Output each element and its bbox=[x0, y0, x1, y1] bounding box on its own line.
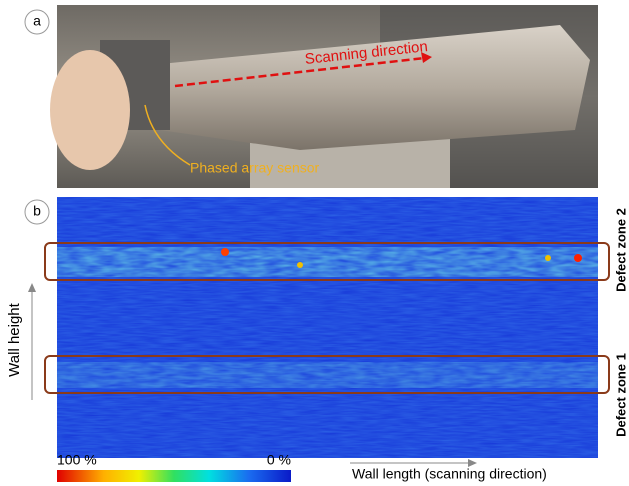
hotspot bbox=[545, 255, 551, 261]
heatmap-texture bbox=[57, 197, 598, 458]
figure: Scanning direction Phased array sensor a… bbox=[0, 0, 629, 486]
hotspot bbox=[574, 254, 582, 262]
heatmap-zone-1 bbox=[57, 362, 598, 388]
panel-b: Defect zone 2 Defect zone 1 Wall height … bbox=[6, 197, 628, 482]
colorbar bbox=[57, 470, 291, 482]
hotspot bbox=[297, 262, 303, 268]
panel-label: a bbox=[33, 13, 41, 29]
hotspot bbox=[221, 248, 229, 256]
y-arrowhead bbox=[28, 283, 36, 292]
zone-label: Defect zone 1 bbox=[613, 353, 628, 437]
photo-hand bbox=[50, 50, 130, 170]
zone-label: Defect zone 2 bbox=[613, 208, 628, 292]
sensor-label: Phased array sensor bbox=[190, 160, 320, 176]
heatmap-zone-2 bbox=[57, 247, 598, 277]
x-axis-label: Wall length (scanning direction) bbox=[352, 466, 547, 482]
panel-label: b bbox=[33, 203, 41, 219]
y-axis-label: Wall height bbox=[6, 302, 23, 376]
colorbar-min: 0 % bbox=[267, 452, 291, 468]
colorbar-max: 100 % bbox=[57, 452, 97, 468]
panel-a: Scanning direction Phased array sensor a bbox=[25, 5, 598, 188]
